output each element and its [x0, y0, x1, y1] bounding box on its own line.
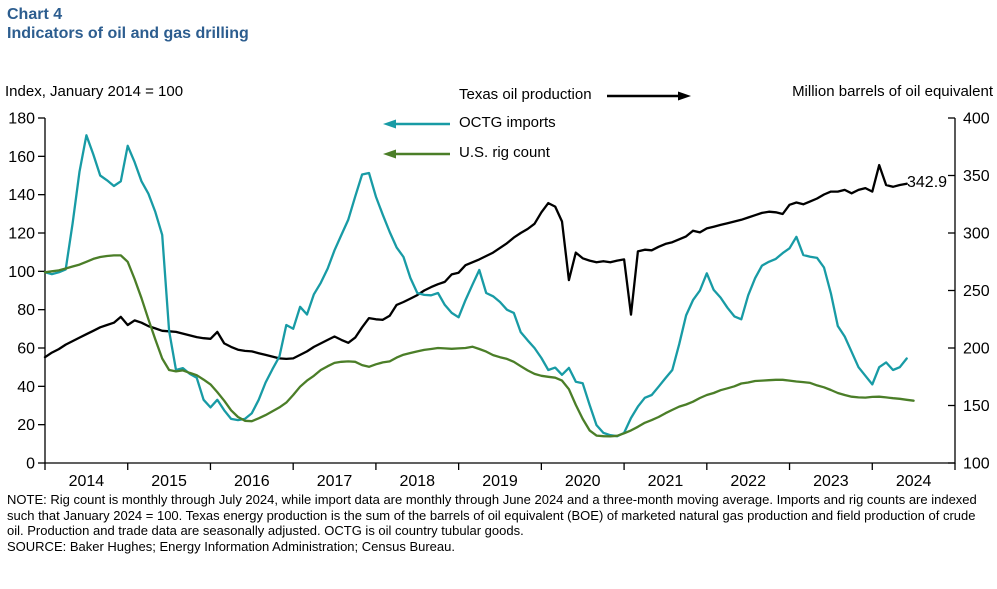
x-axis-year-label: 2023	[813, 473, 849, 490]
legend-label-octg-imports: OCTG imports	[459, 114, 556, 131]
right-axis-tick-label: 200	[963, 341, 990, 358]
chart-number: Chart 4	[7, 6, 63, 23]
right-axis-tick-label: 100	[963, 456, 990, 473]
left-axis-tick-label: 20	[17, 417, 35, 434]
left-axis-tick-label: 160	[8, 149, 35, 166]
left-axis-title: Index, January 2014 = 100	[5, 83, 184, 100]
left-axis-tick-label: 80	[17, 302, 35, 319]
left-axis-tick-label: 60	[17, 341, 35, 358]
legend-label-texas-oil-production: Texas oil production	[459, 86, 592, 103]
x-axis-year-label: 2020	[565, 473, 601, 490]
right-axis-tick-label: 400	[963, 111, 990, 128]
plot-area: 0 20 40 60 80 100 120 140 160 180 100 150 200 250 300 3…	[8, 111, 990, 491]
x-axis-year-label: 2021	[648, 473, 684, 490]
right-axis-tick-label: 250	[963, 283, 990, 300]
x-axis-year-label: 2022	[730, 473, 766, 490]
chart-title-block: Chart 4 Indicators of oil and gas drilli…	[7, 5, 249, 43]
x-axis-year-label: 2016	[234, 473, 270, 490]
left-axis-tick-label: 180	[8, 111, 35, 128]
left-arrow-icon	[383, 149, 450, 159]
chart-subtitle: Indicators of oil and gas drilling	[7, 25, 249, 42]
axes-frame	[44, 118, 956, 464]
x-axis-year-label: 2017	[317, 473, 353, 490]
x-axis-year-label: 2015	[151, 473, 187, 490]
legend-label-us-rig-count: U.S. rig count	[459, 144, 550, 161]
right-axis-tick-label: 150	[963, 398, 990, 415]
right-axis-tick-label: 300	[963, 226, 990, 243]
left-axis-tick-label: 0	[26, 456, 35, 473]
right-arrow-icon	[607, 91, 691, 101]
left-axis-tick-label: 100	[8, 264, 35, 281]
left-axis-tick-label: 40	[17, 379, 35, 396]
x-axis-year-label: 2014	[69, 473, 105, 490]
left-arrow-icon	[383, 119, 450, 129]
left-axis-tick-label: 140	[8, 187, 35, 204]
x-axis-year-label: 2019	[482, 473, 518, 490]
x-axis-year-label: 2024	[896, 473, 932, 490]
note-text: NOTE: Rig count is monthly through July …	[7, 492, 977, 538]
series-line-octg-imports	[43, 134, 908, 438]
right-axis-title: Million barrels of oil equivalent	[792, 83, 993, 100]
left-axis-tick-label: 120	[8, 226, 35, 243]
footnote-block: NOTE: Rig count is monthly through July …	[7, 492, 988, 554]
right-axis-tick-label: 350	[963, 168, 990, 185]
source-text: SOURCE: Baker Hughes; Energy Information…	[7, 538, 455, 554]
series-line-u-s-rig-count	[43, 254, 915, 438]
series-line-texas-oil-production	[43, 163, 908, 361]
x-axis-year-label: 2018	[399, 473, 435, 490]
series-end-value-label: 342.9	[907, 174, 948, 191]
